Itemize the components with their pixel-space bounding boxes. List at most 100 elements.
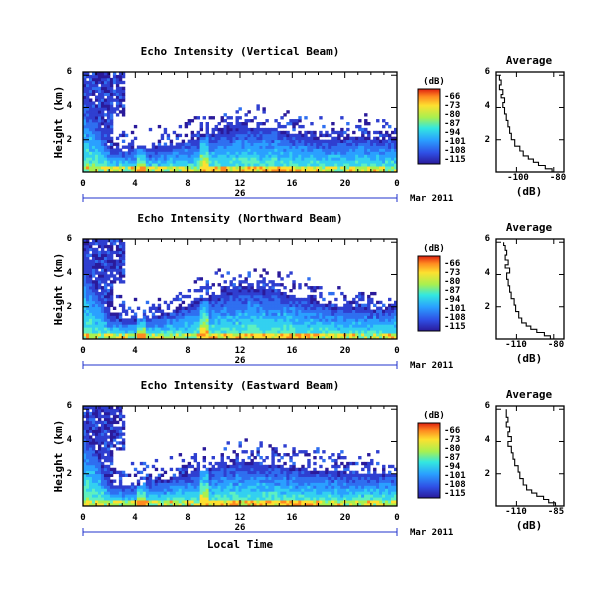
heatmap-cell [223,142,227,146]
heatmap-cell [382,139,386,143]
heatmap-cell [85,107,90,111]
heatmap-cell [379,151,383,155]
heatmap-cell [238,294,242,299]
heatmap-cell [163,479,168,483]
heatmap-cell [214,139,218,143]
heatmap-cell [376,166,380,170]
heatmap-cell [313,294,317,299]
heatmap-cell [91,122,96,126]
heatmap-cell [184,500,189,504]
heatmap-cell [376,312,380,316]
heatmap-cell [109,145,114,149]
heatmap-cell [358,330,362,334]
heatmap-cell [331,166,335,170]
heatmap-cell [85,122,90,126]
heatmap-cell [187,119,192,123]
heatmap-cell [91,256,96,260]
heatmap-cell [316,306,320,310]
heatmap-cell [106,423,111,427]
x-tick-label: 12 [235,179,246,189]
heatmap-cell [109,107,114,111]
heatmap-cell [100,447,105,451]
heatmap-cell [157,139,162,143]
heatmap-cell [310,333,314,337]
heatmap-cell [259,491,263,495]
heatmap-cell [142,321,147,325]
heatmap-cell [181,458,186,463]
heatmap-cell [109,104,114,108]
heatmap-cell [235,145,239,149]
heatmap-cell [388,318,392,322]
heatmap-cell [181,321,186,325]
heatmap-cell [106,274,111,278]
heatmap-cell [85,500,90,504]
heatmap-cell [301,327,305,331]
heatmap-cell [226,473,230,477]
heatmap-cell [301,166,305,170]
heatmap-cell [337,476,341,480]
heatmap-cell [193,300,198,305]
heatmap-cell [301,139,305,143]
heatmap-cell [130,336,135,340]
heatmap-plot [82,71,398,173]
heatmap-cell [187,321,192,325]
heatmap-cell [184,333,189,337]
heatmap-cell [322,497,326,501]
heatmap-cell [241,145,245,149]
heatmap-cell [184,315,189,319]
heatmap-cell [247,500,251,504]
heatmap-cell [97,72,102,76]
heatmap-cell [370,330,374,334]
heatmap-cell [292,500,296,504]
heatmap-cell [286,157,290,161]
heatmap-cell [271,336,275,340]
heatmap-cell [175,494,180,498]
heatmap-cell [319,327,323,331]
heatmap-cell [130,497,135,501]
heatmap-cell [190,157,195,161]
heatmap-cell [184,169,189,173]
heatmap-cell [208,482,212,486]
heatmap-cell [196,476,201,480]
heatmap-cell [355,330,359,334]
heatmap-cell [83,467,87,472]
heatmap-cell [124,491,129,495]
heatmap-cell [223,113,227,117]
heatmap-cell [271,467,275,472]
heatmap-cell [277,494,281,498]
heatmap-cell [328,503,332,507]
average-title: Average [506,54,553,67]
heatmap-cell [232,148,236,152]
heatmap-cell [262,503,266,507]
heatmap-cell [178,133,183,138]
heatmap-cell [361,297,365,302]
heatmap-cell [253,503,257,507]
heatmap-cell [289,476,293,480]
heatmap-cell [313,491,317,495]
heatmap-cell [259,321,263,325]
colorbar-tick: -66 [444,259,460,269]
heatmap-cell [355,315,359,319]
heatmap-cell [196,473,201,477]
heatmap-cell [307,453,311,457]
heatmap-cell [340,139,344,143]
heatmap-cell [83,160,87,164]
heatmap-cell [181,336,186,340]
heatmap-cell [379,154,383,158]
heatmap-cell [100,239,105,243]
heatmap-cell [154,479,159,483]
heatmap-cell [394,309,398,313]
heatmap-cell [226,297,230,302]
heatmap-cell [91,154,96,158]
heatmap-cell [235,163,239,167]
heatmap-cell [163,327,168,331]
heatmap-cell [205,333,209,337]
heatmap-cell [259,494,263,498]
heatmap-cell [358,124,362,129]
heatmap-cell [370,333,374,337]
heatmap-cell [190,491,195,495]
heatmap-cell [364,145,368,149]
heatmap-cell [325,482,329,486]
heatmap-cell [352,500,356,504]
heatmap-cell [313,485,317,489]
